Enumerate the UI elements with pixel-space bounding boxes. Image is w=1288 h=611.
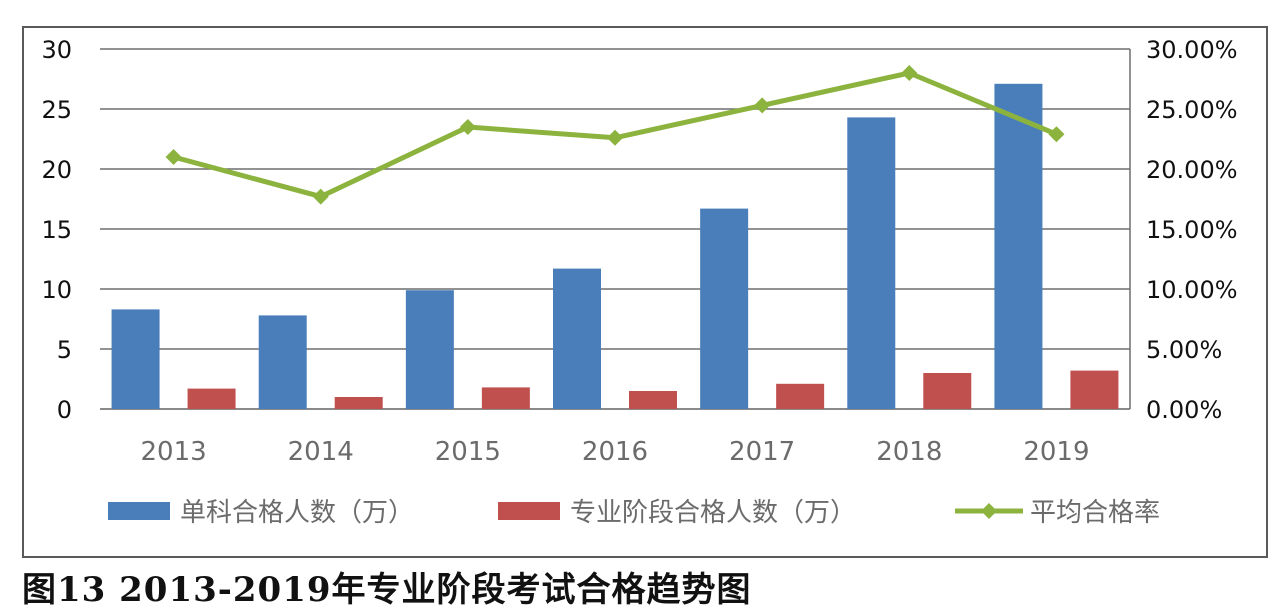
- bar: [334, 397, 383, 409]
- legend-swatch: [498, 502, 560, 520]
- bar: [187, 388, 236, 409]
- bar: [405, 290, 454, 409]
- y-right-tick-label: 5.00%: [1146, 336, 1222, 364]
- y-right-tick-label: 10.00%: [1146, 276, 1238, 304]
- bar: [553, 268, 601, 409]
- x-tick-label: 2019: [1023, 437, 1089, 467]
- x-tick-label: 2015: [435, 437, 501, 467]
- y-left-tick-label: 15: [41, 216, 72, 244]
- bar-series: [111, 83, 1119, 410]
- legend-label: 专业阶段合格人数（万）: [570, 498, 856, 528]
- figure-caption: 图13 2013-2019年专业阶段考试合格趋势图: [22, 570, 752, 610]
- y-right-tick-label: 0.00%: [1146, 396, 1222, 424]
- bar: [776, 383, 825, 409]
- axis-labels: 0 0.00% 5 5.00% 10 10.00% 15 15.00% 20 20.00% 25 25…: [41, 36, 1237, 467]
- line-point-marker: [607, 129, 623, 146]
- line-point-marker: [754, 97, 771, 114]
- legend-marker: [981, 503, 997, 519]
- bar: [994, 83, 1043, 410]
- y-right-tick-label: 15.00%: [1146, 216, 1238, 244]
- line-series: [165, 65, 1065, 205]
- y-right-tick-label: 25.00%: [1146, 96, 1238, 124]
- y-left-tick-label: 0: [57, 396, 72, 424]
- y-left-tick-label: 20: [41, 156, 72, 184]
- x-tick-label: 2016: [582, 437, 648, 467]
- y-left-tick-label: 30: [41, 36, 72, 64]
- chart-svg: 0 0.00% 5 5.00% 10 10.00% 15 15.00% 20 20.00% 25 25…: [41, 36, 1237, 528]
- y-left-tick-label: 25: [41, 96, 72, 124]
- x-tick-label: 2017: [729, 437, 795, 467]
- bar: [629, 391, 677, 409]
- legend-swatch: [108, 502, 170, 520]
- bar: [258, 315, 307, 409]
- y-right-tick-label: 30.00%: [1146, 36, 1238, 64]
- bar: [481, 387, 530, 409]
- bar: [700, 208, 749, 409]
- line-point-marker: [459, 119, 476, 135]
- legend-label: 单科合格人数（万）: [180, 498, 414, 528]
- line-point-marker: [1048, 126, 1065, 143]
- bar: [111, 309, 160, 409]
- bar: [1070, 370, 1119, 409]
- y-right-tick-label: 20.00%: [1146, 156, 1238, 184]
- legend-label: 平均合格率: [1030, 498, 1160, 528]
- x-tick-label: 2013: [140, 437, 206, 467]
- bar: [847, 117, 896, 410]
- y-left-tick-label: 10: [41, 276, 72, 304]
- x-tick-label: 2014: [288, 437, 354, 467]
- bar: [923, 373, 972, 409]
- y-left-tick-label: 5: [57, 336, 72, 364]
- chart-frame: [22, 26, 1268, 558]
- legend: 单科合格人数（万） 专业阶段合格人数（万） 平均合格率: [108, 498, 1160, 528]
- line-point-marker: [165, 149, 182, 165]
- x-tick-label: 2018: [876, 437, 942, 467]
- line-point-marker: [901, 65, 918, 81]
- line-point-marker: [312, 188, 329, 205]
